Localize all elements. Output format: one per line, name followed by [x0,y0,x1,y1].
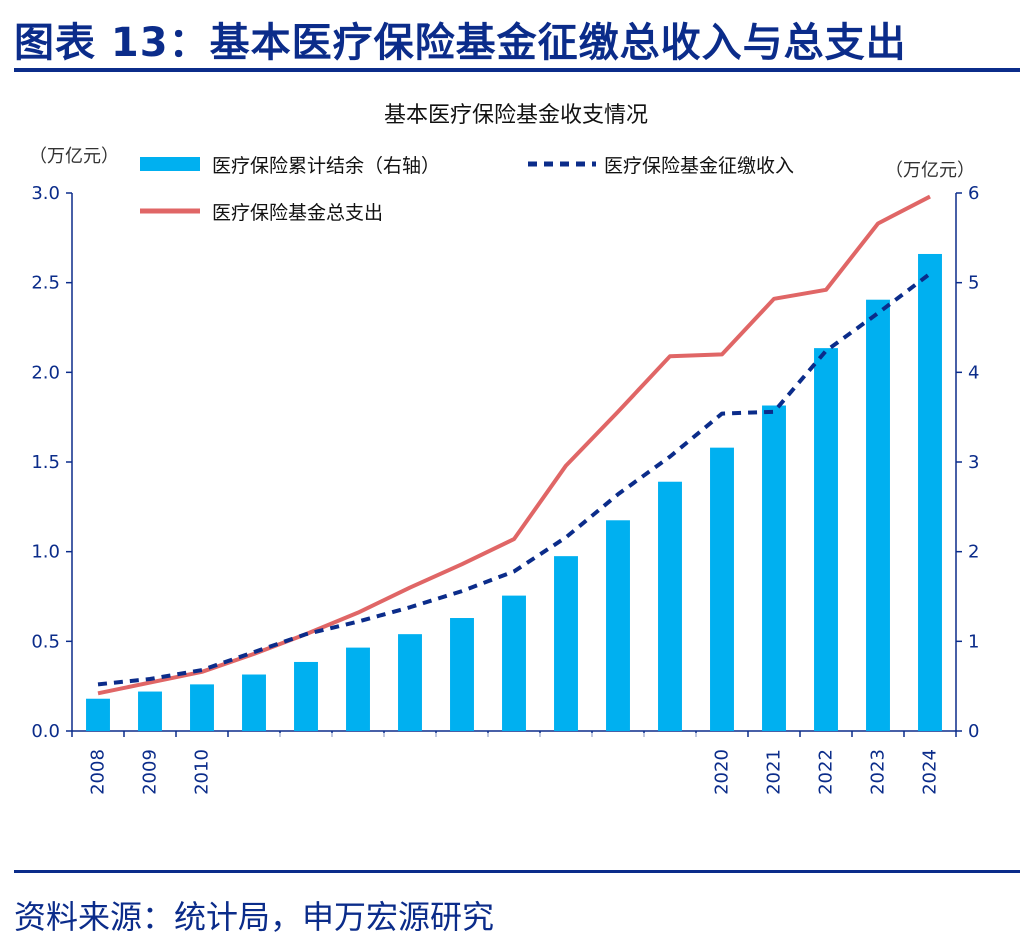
right-tick-label: 2 [968,542,979,563]
bar-balance [606,520,630,731]
bar-balance [398,634,422,731]
bar-balance [502,595,526,731]
right-tick-label: 0 [968,721,979,742]
bar-balance [918,253,942,731]
bar-balance [554,556,578,731]
source-note: 资料来源：统计局，申万宏源研究 [14,898,495,936]
left-tick-label: 1.5 [31,452,60,473]
bar-balance [86,698,110,731]
left-tick-label: 2.5 [31,273,60,294]
chart: 基本医疗保险基金收支情况 （万亿元） （万亿元） 医疗保险累计结余（右轴） 医疗… [29,103,979,823]
x-axis-fade [236,733,708,823]
bar-balance [450,618,474,731]
line-income [97,272,932,687]
bar-balance [242,674,266,731]
x-tick-label: 2023 [868,749,889,795]
x-tick-label: 2024 [920,749,941,795]
left-tick-label: 0.5 [31,631,60,652]
x-tick-label: 2009 [140,749,161,795]
left-tick-label: 0.0 [31,721,60,742]
right-axis-unit: （万亿元） [885,160,975,181]
title-rule [14,68,1020,72]
bar-balance [814,348,838,731]
left-tick-label: 3.0 [31,183,60,204]
x-tick-label: 2022 [816,749,837,795]
x-tick-label: 2010 [192,749,213,795]
right-tick-label: 3 [968,452,979,473]
left-axis-unit: （万亿元） [29,146,119,167]
bar-balance [138,691,162,731]
chart-title: 基本医疗保险基金收支情况 [384,103,648,128]
x-tick-label: 2008 [88,749,109,795]
bar-balance [346,647,370,731]
bar-balance [190,684,214,731]
figure-title: 图表 13：基本医疗保险基金征缴总收入与总支出 [14,20,907,66]
left-tick-label: 2.0 [31,362,60,383]
right-tick-label: 1 [968,631,979,652]
right-tick-label: 6 [968,183,979,204]
x-tick-label: 2020 [712,749,733,795]
legend-swatch-balance [140,157,200,171]
bar-balance [762,405,786,731]
bar-balance [710,447,734,731]
legend-label-expense: 医疗保险基金总支出 [212,202,383,224]
legend-label-balance: 医疗保险累计结余（右轴） [212,155,440,177]
right-tick-label: 5 [968,273,979,294]
bar-balance [658,481,682,731]
legend: 医疗保险累计结余（右轴） 医疗保险基金征缴收入 医疗保险基金总支出 [140,155,794,224]
bar-balance [866,299,890,731]
left-tick-label: 1.0 [31,542,60,563]
legend-label-income: 医疗保险基金征缴收入 [604,155,794,177]
bar-balance [294,661,318,731]
right-tick-label: 4 [968,362,979,383]
x-tick-label: 2021 [764,749,785,795]
line-expense [97,194,931,696]
footer-rule [14,870,1020,873]
